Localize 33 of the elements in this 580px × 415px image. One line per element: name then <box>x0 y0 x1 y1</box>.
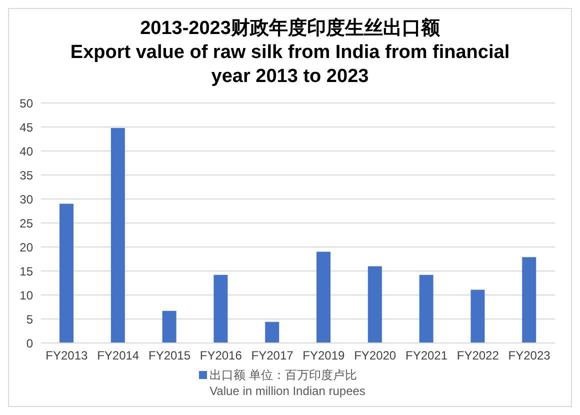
bar <box>522 257 536 343</box>
bar <box>316 252 331 343</box>
bar <box>60 204 74 343</box>
bar <box>110 128 125 343</box>
x-tick-label: FY2022 <box>456 348 500 363</box>
y-tick-label: 25 <box>20 216 34 230</box>
legend-label: 出口额 单位：百万印度卢比 Value in million Indian rupees <box>210 367 366 399</box>
bar <box>470 290 485 343</box>
x-tick-label: FY2016 <box>200 348 242 363</box>
x-tick-label: FY2014 <box>97 348 140 363</box>
y-tick-label: 10 <box>20 288 34 302</box>
bar <box>419 274 434 343</box>
chart-title: 2013-2023财政年度印度生丝出口额 Export value of raw silk from India from financial year 2013 to 2023 <box>69 16 511 89</box>
y-tick-label: 50 <box>20 96 34 110</box>
x-tick-label: FY2013 <box>46 348 88 363</box>
y-tick-label: 40 <box>20 144 34 158</box>
bar <box>265 322 280 343</box>
y-tick-label: 0 <box>26 336 34 350</box>
bar <box>162 310 176 343</box>
x-tick-label: FY2021 <box>405 348 448 363</box>
x-tick-label: FY2023 <box>508 348 551 363</box>
x-tick-label: FY2015 <box>148 348 191 363</box>
bar <box>368 266 382 343</box>
y-tick-label: 45 <box>20 120 34 134</box>
y-tick-label: 30 <box>20 192 34 206</box>
y-tick-label: 15 <box>20 264 34 278</box>
x-tick-label: FY2020 <box>354 348 396 363</box>
y-tick-label: 5 <box>26 312 34 326</box>
x-tick-label: FY2017 <box>251 348 294 363</box>
bar <box>214 274 228 343</box>
y-tick-label: 20 <box>20 240 34 254</box>
x-tick-label: FY2019 <box>302 348 346 363</box>
y-tick-label: 35 <box>20 168 34 182</box>
